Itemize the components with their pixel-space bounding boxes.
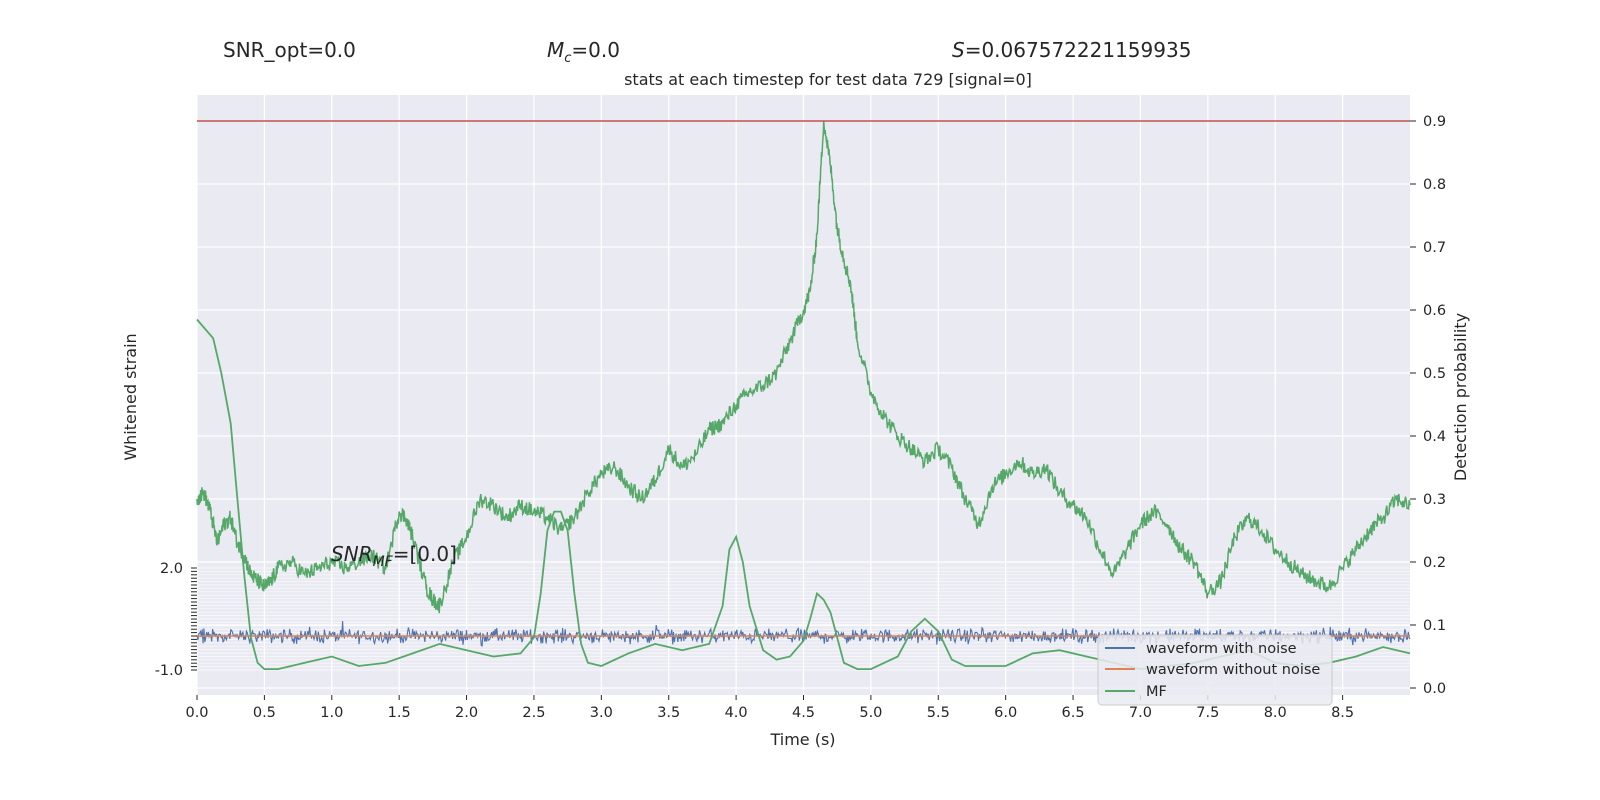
- right-axis-label: Detection probability: [1451, 313, 1470, 481]
- x-tick-label: 8.0: [1264, 705, 1287, 721]
- snr-mf-subscript: MF: [373, 554, 394, 570]
- s-statistic-label: S=0.067572221159935: [952, 38, 1191, 62]
- chirp-mass-subscript: c: [564, 51, 572, 66]
- right-tick-label: 0.2: [1423, 555, 1446, 571]
- plot-title: stats at each timestep for test data 729…: [624, 70, 1032, 89]
- right-tick-label: 0.3: [1423, 492, 1446, 508]
- detection-probability-line: [196, 120, 1411, 614]
- snr-mf-annotation: SNRMF=[0.0]: [331, 542, 457, 570]
- x-tick-label: 2.0: [455, 705, 478, 721]
- x-tick-label: 7.5: [1196, 705, 1219, 721]
- chirp-mass-value: =0.0: [571, 38, 620, 62]
- right-tick-label: 0.1: [1423, 618, 1446, 634]
- snr-mf-value: =[0.0]: [393, 542, 457, 566]
- legend-box: [1097, 634, 1333, 706]
- left-strain-ticks: 2.0 -1.0: [155, 561, 197, 679]
- x-axis-label: Time (s): [769, 730, 835, 749]
- right-tick-label: 0.0: [1423, 681, 1446, 697]
- snr-opt-text: SNR_opt=0.0: [223, 38, 356, 62]
- right-tick-label: 0.7: [1423, 240, 1446, 256]
- right-tick-label: 0.4: [1423, 429, 1446, 445]
- x-tick-label: 4.0: [725, 705, 748, 721]
- x-tick-label: 6.5: [1062, 705, 1085, 721]
- strain-tick-label: 2.0: [160, 561, 183, 577]
- x-tick-label: 3.5: [657, 705, 680, 721]
- x-tick-label: 6.0: [994, 705, 1017, 721]
- x-tick-label: 0.5: [253, 705, 276, 721]
- legend-label-mf: MF: [1146, 684, 1167, 700]
- x-tick-label: 8.5: [1331, 705, 1354, 721]
- x-tick-label: 5.5: [927, 705, 950, 721]
- detection-probability-series: [196, 120, 1411, 614]
- chirp-mass-symbol: M: [547, 38, 565, 62]
- strain-tick-label: -1.0: [155, 663, 183, 679]
- legend: waveform with noise waveform without noi…: [1097, 634, 1333, 706]
- x-tick-label: 5.0: [859, 705, 882, 721]
- right-tick-label: 0.9: [1423, 114, 1446, 130]
- legend-label-clean: waveform without noise: [1146, 662, 1320, 678]
- right-tick-label: 0.5: [1423, 366, 1446, 382]
- x-tick-label: 1.0: [320, 705, 343, 721]
- snr-opt-label: SNR_opt=0.0: [223, 38, 356, 62]
- s-statistic-symbol: S: [952, 38, 965, 62]
- x-tick-label: 3.0: [590, 705, 613, 721]
- x-tick-label: 2.5: [522, 705, 545, 721]
- right-axis-ticks: 0.0 0.1 0.2 0.3 0.4 0.5 0.6 0.7 0.8 0.9: [1410, 114, 1446, 697]
- mf-series: [196, 318, 1411, 671]
- chirp-mass-label: Mc=0.0: [547, 38, 620, 66]
- x-tick-label: 1.5: [388, 705, 411, 721]
- s-statistic-value: =0.067572221159935: [964, 38, 1192, 62]
- x-tick-label: 0.0: [185, 705, 208, 721]
- left-axis-label: Whitened strain: [121, 333, 140, 460]
- right-tick-label: 0.6: [1423, 303, 1446, 319]
- x-tick-label: 7.0: [1129, 705, 1152, 721]
- legend-label-noise: waveform with noise: [1146, 641, 1297, 657]
- x-tick-label: 4.5: [792, 705, 815, 721]
- snr-mf-symbol: SNR: [331, 542, 373, 566]
- mf-line: [196, 318, 1411, 671]
- right-tick-label: 0.8: [1423, 177, 1446, 193]
